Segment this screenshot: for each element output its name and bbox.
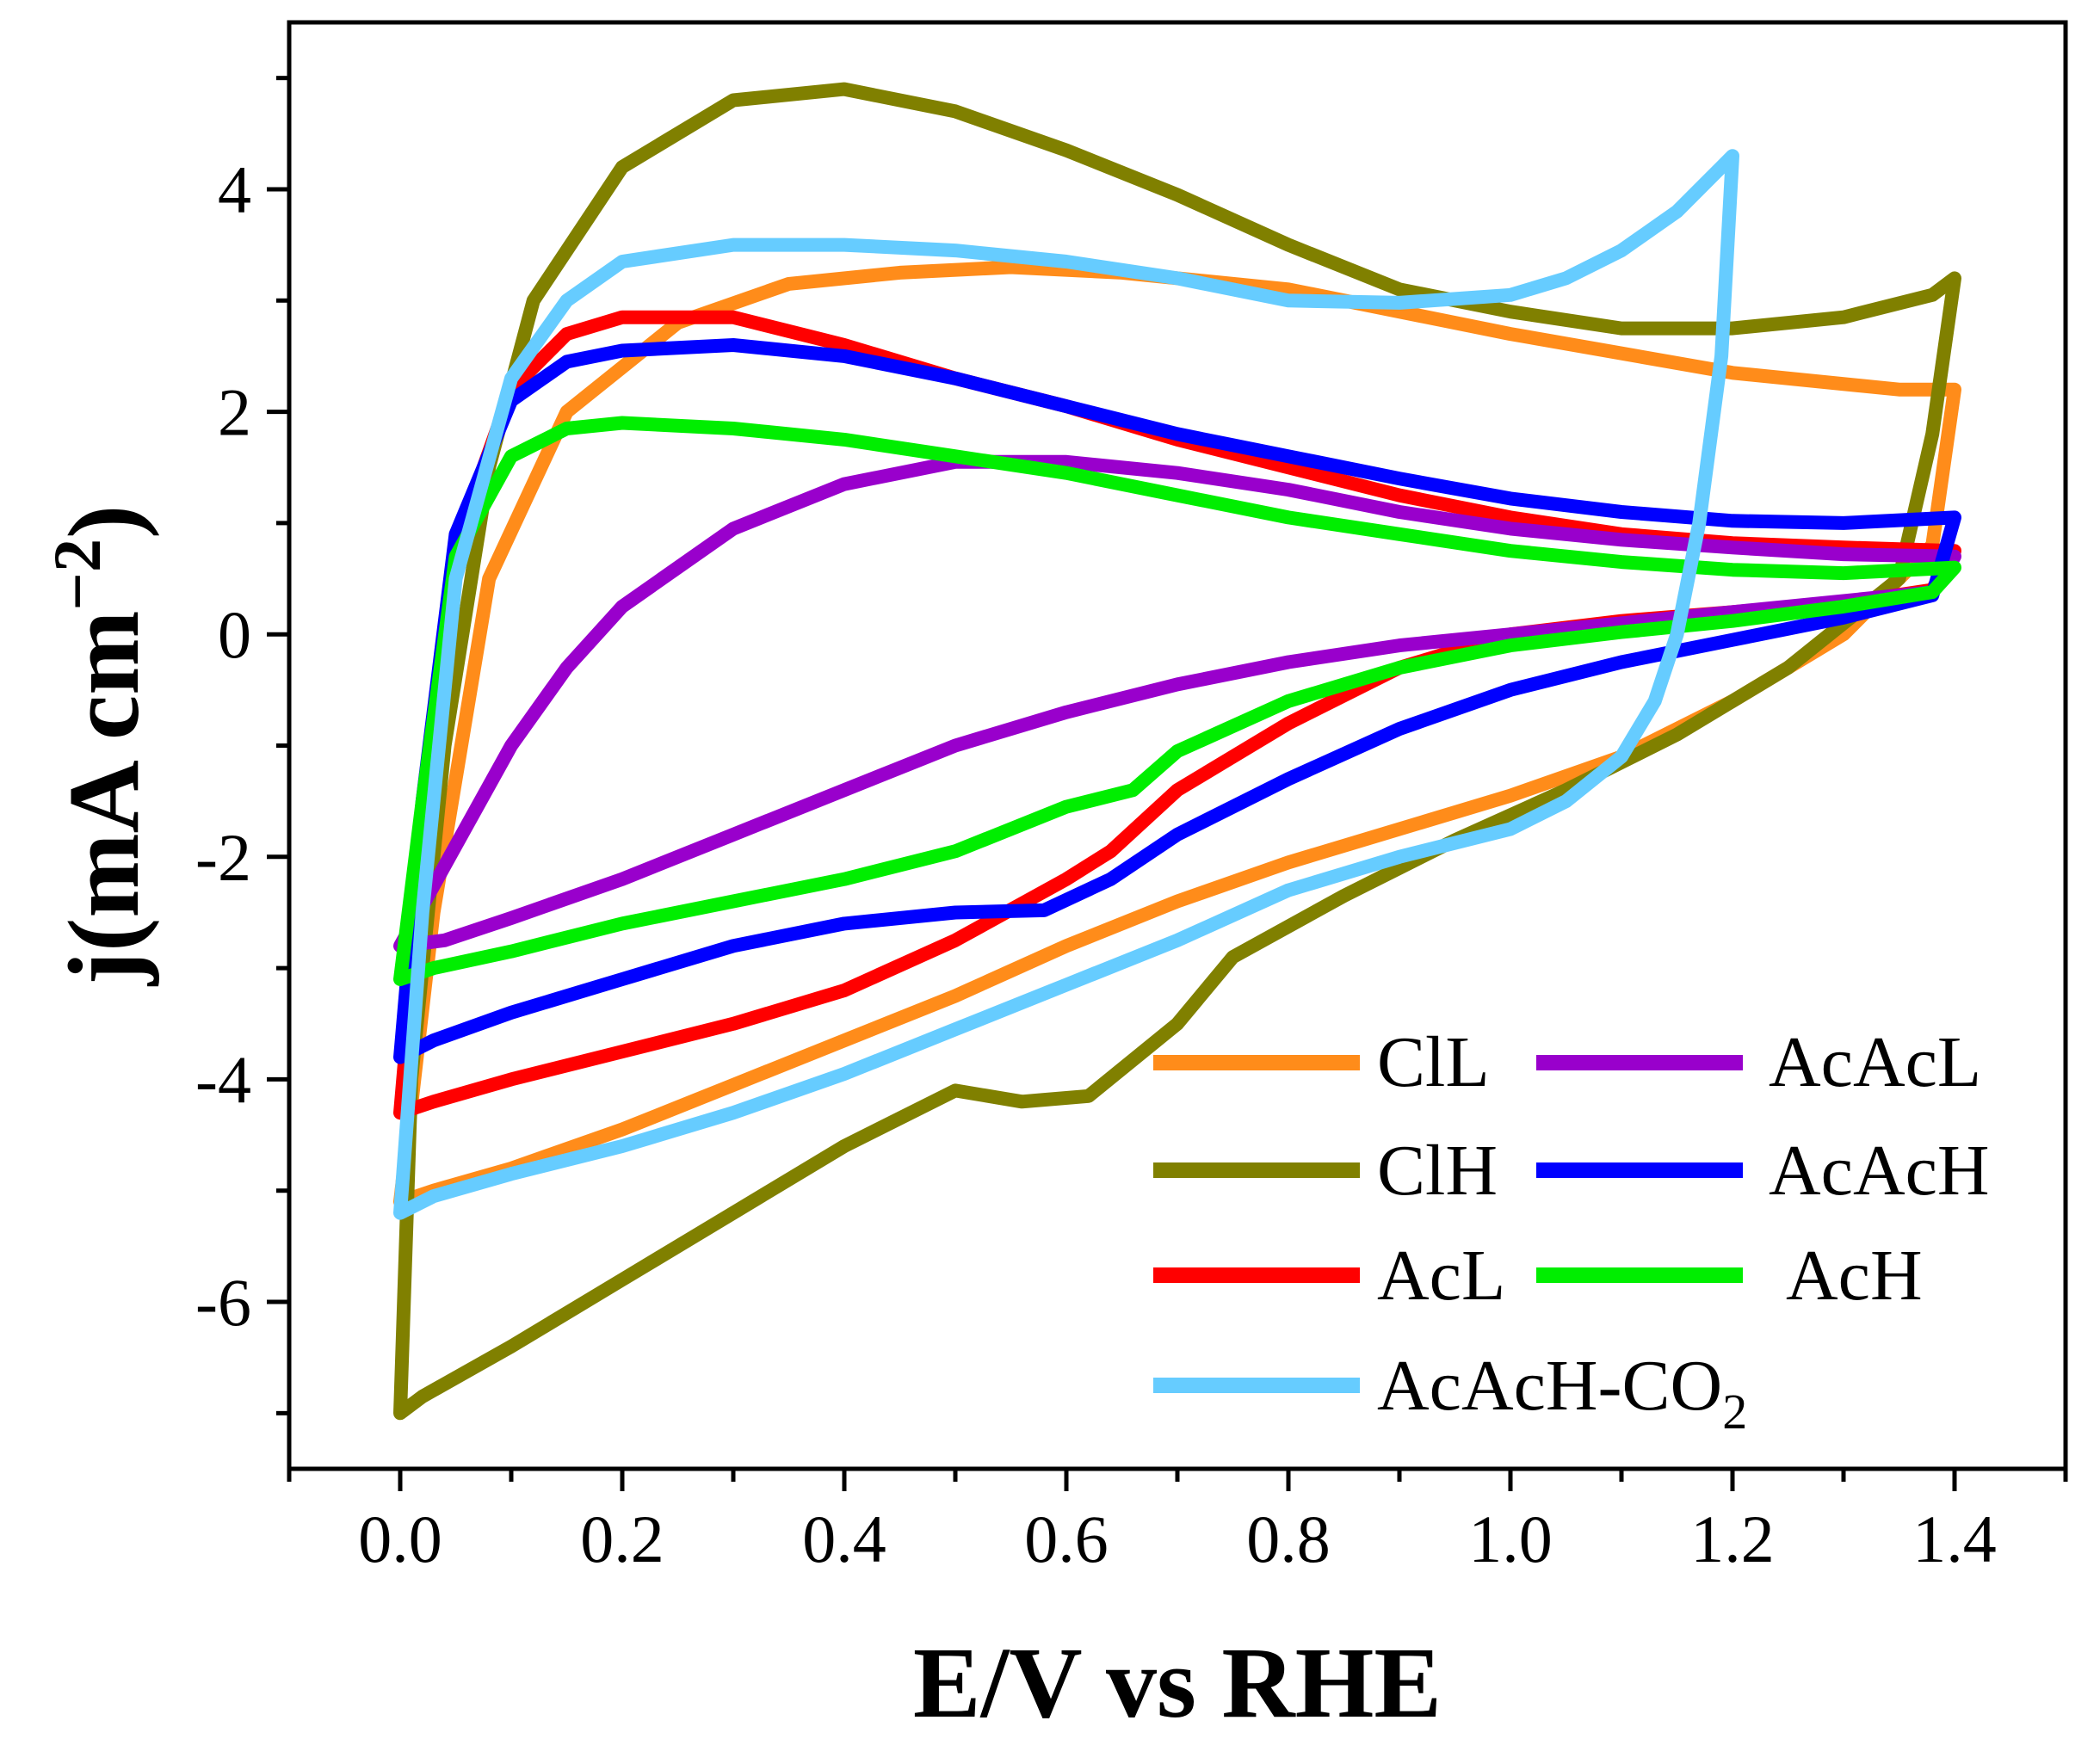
y-tick-label: 4: [218, 152, 251, 227]
legend-label-AcL: AcL: [1377, 1236, 1505, 1316]
y-tick-label: 2: [218, 375, 251, 450]
legend-label-AcH: AcH: [1786, 1236, 1923, 1316]
y-axis-title-close: ): [47, 505, 160, 539]
x-tick-label: 1.0: [1468, 1502, 1553, 1576]
x-tick-label: 1.4: [1912, 1502, 1997, 1576]
x-axis-title: E/V vs RHE: [913, 1626, 1442, 1739]
curve-AcH: [393, 416, 1961, 986]
legend-label-AcAcH: AcAcH: [1769, 1131, 1990, 1211]
y-axis-title-main: j(mA cm: [47, 610, 160, 986]
legend-label-AcAcH-CO2-main: AcAcH-CO: [1377, 1346, 1722, 1426]
legend-label-ClL: ClL: [1377, 1022, 1490, 1102]
y-tick-label: -4: [195, 1042, 251, 1117]
x-tick-label: 0.4: [802, 1502, 886, 1576]
axis-tick-labels: 0.0 0.2 0.4 0.6 0.8 1.0 1.2 1.4 -6 -4 -2 0 2 4: [195, 152, 1997, 1576]
axis-ticks: [267, 76, 2068, 1491]
y-tick-label: -2: [195, 820, 251, 895]
x-tick-label: 0.2: [580, 1502, 664, 1576]
curve-AcAcH: [393, 338, 1961, 1064]
y-tick-label: -6: [195, 1265, 251, 1340]
legend: ClL AcAcL ClH AcAcH AcL AcH AcAcH-CO2: [1153, 1022, 1990, 1440]
curve-AcAcH-CO2: [393, 149, 1739, 1220]
legend-label-ClH: ClH: [1377, 1131, 1498, 1211]
legend-label-AcAcH-CO2: AcAcH-CO2: [1377, 1346, 1747, 1440]
y-tick-label: 0: [218, 597, 251, 672]
legend-label-AcAcH-CO2-subscript: 2: [1722, 1384, 1747, 1440]
x-tick-label: 0.6: [1024, 1502, 1109, 1576]
legend-label-AcAcL: AcAcL: [1769, 1022, 1981, 1102]
x-tick-label: 0.8: [1246, 1502, 1331, 1576]
x-tick-label: 1.2: [1690, 1502, 1775, 1576]
curves: [393, 82, 1961, 1421]
curve-AcAcL: [393, 454, 1961, 953]
curve-ClH: [393, 82, 1961, 1421]
y-axis-title: j(mA cm−2): [40, 505, 160, 987]
x-tick-label: 0.0: [358, 1502, 442, 1576]
y-axis-title-superscript: −2: [40, 539, 114, 610]
